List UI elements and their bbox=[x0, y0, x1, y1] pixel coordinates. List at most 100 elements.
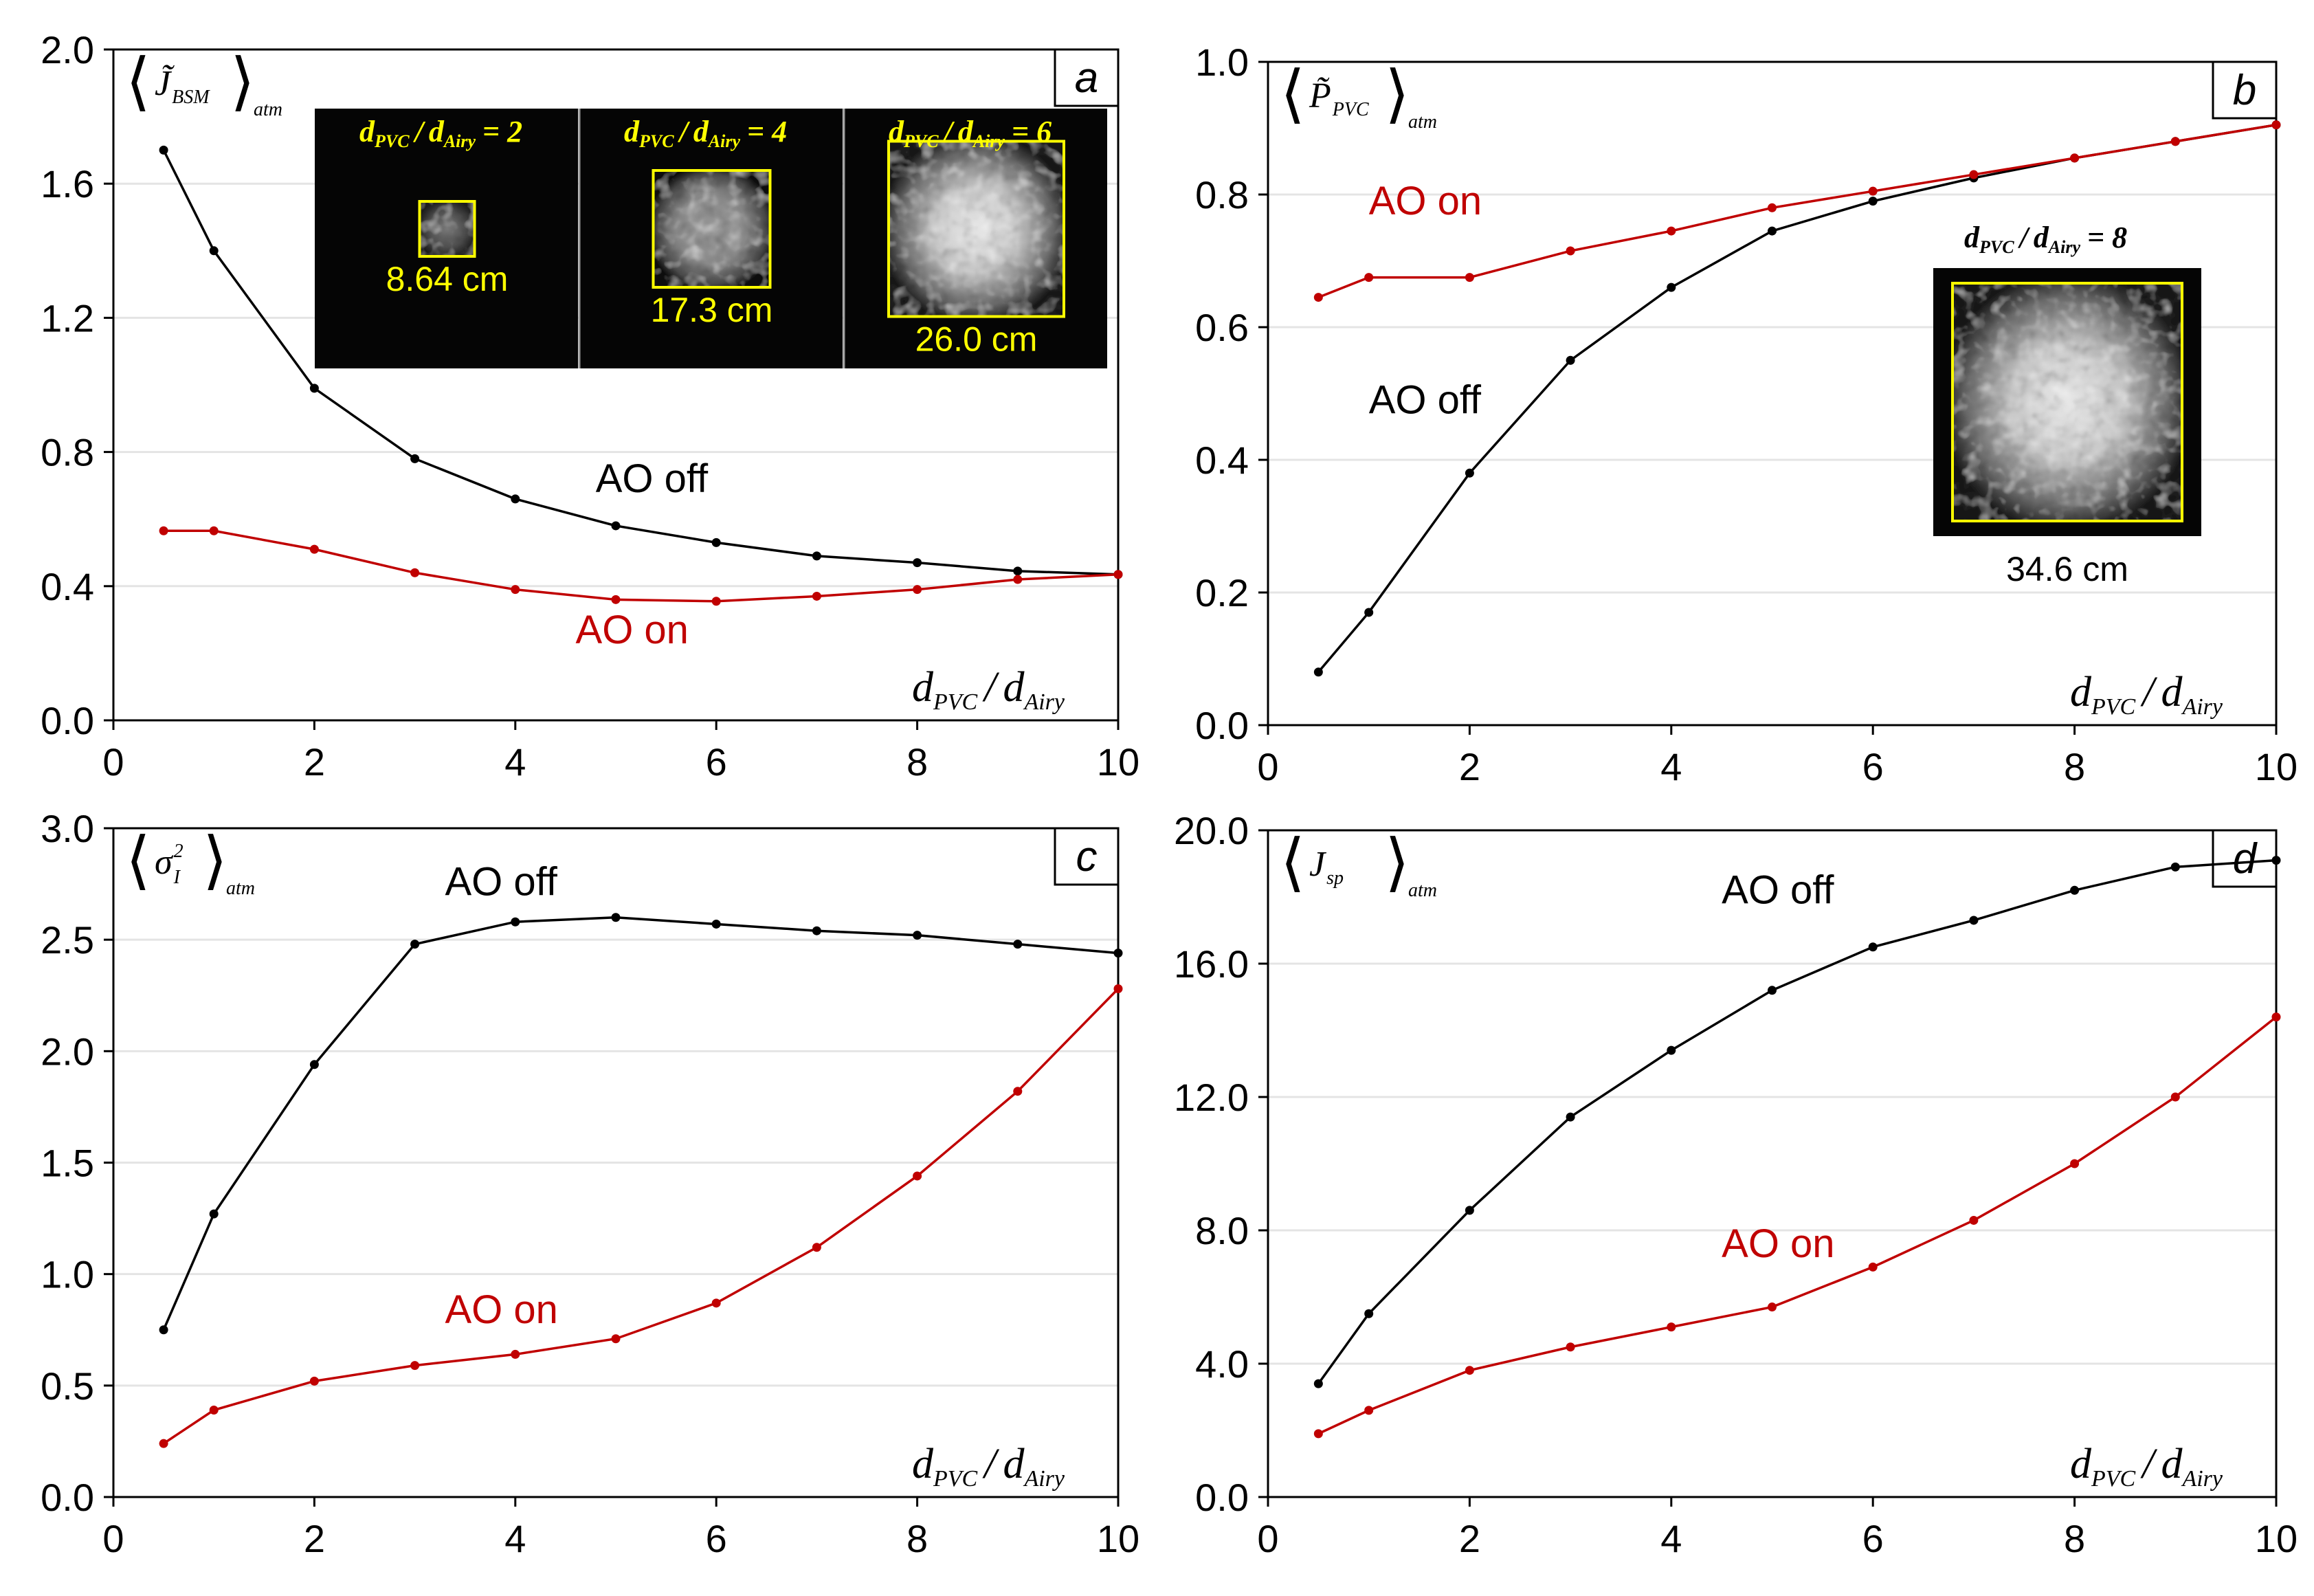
y-tick-label: 0.0 bbox=[41, 1476, 94, 1519]
panel-letter-box bbox=[1054, 827, 1120, 886]
y-tick-label: 0.4 bbox=[41, 565, 94, 608]
data-point-ao-off bbox=[159, 1325, 168, 1335]
y-axis-label-sub: sp bbox=[1326, 867, 1344, 889]
y-axis-label-sub: I bbox=[173, 867, 181, 888]
data-point-ao-off bbox=[309, 1060, 319, 1069]
inset-outline bbox=[1951, 282, 2183, 522]
y-tick-label: 1.6 bbox=[41, 162, 94, 206]
inset-image: dPVC / dAiry = 28.64 cm bbox=[315, 109, 578, 368]
series-line-ao-off bbox=[162, 916, 1119, 1331]
y-axis-label-text: P̃PVC bbox=[1309, 76, 1369, 120]
y-tick-label: 0.0 bbox=[1195, 1476, 1249, 1519]
panel-letter-box bbox=[2212, 60, 2278, 120]
data-point-ao-off bbox=[812, 551, 821, 561]
y-axis-label-avg-sub: atm bbox=[1408, 111, 1437, 133]
inset-image: dPVC / dAiry = 834.6 cm bbox=[1933, 221, 2201, 588]
data-point-ao-on bbox=[209, 1406, 219, 1415]
x-tick-label: 0 bbox=[1257, 1517, 1278, 1560]
y-tick-label: 1.5 bbox=[41, 1142, 94, 1185]
x-tick-label: 6 bbox=[1862, 745, 1884, 788]
data-point-ao-on bbox=[1768, 1303, 1777, 1312]
x-axis-label-var: d bbox=[2070, 1441, 2092, 1487]
data-point-ao-off bbox=[511, 917, 520, 927]
y-tick-label: 20.0 bbox=[1174, 809, 1249, 852]
data-point-ao-on bbox=[1465, 1366, 1474, 1375]
x-tick-label: 6 bbox=[706, 740, 727, 784]
y-axis-label-text: σ2 I bbox=[155, 841, 183, 888]
series-label-ao-off: AO off bbox=[445, 859, 557, 904]
y-tick-label: 0.8 bbox=[41, 431, 94, 474]
inset-outline bbox=[652, 169, 772, 289]
y-tick-label: 2.5 bbox=[41, 918, 94, 962]
inset-ratio-eq: = 6 bbox=[1012, 115, 1052, 148]
data-point-ao-on bbox=[2070, 1159, 2080, 1168]
series-label-ao-on: AO on bbox=[1722, 1221, 1834, 1266]
plot-frame bbox=[1267, 60, 2278, 727]
data-point-ao-on bbox=[2170, 1092, 2180, 1102]
inset-images: dPVC / dAiry = 28.64 cm dPVC / dAiry = 4 17.3 cm… bbox=[315, 109, 1107, 368]
panel-letter: c bbox=[1054, 827, 1120, 886]
inset-ratio-sub: Airy bbox=[707, 131, 741, 151]
inset-ratio-label: dPVC / dAiry = 2 bbox=[359, 115, 522, 151]
x-axis-label-sep: / bbox=[982, 1441, 999, 1487]
plot-frame bbox=[112, 48, 1120, 722]
y-axis-label-bracket: ⟩ bbox=[1385, 825, 1410, 899]
inset-size-label: 17.3 cm bbox=[651, 291, 773, 329]
data-point-ao-on bbox=[2271, 120, 2281, 130]
y-axis-label-var: σ bbox=[155, 843, 174, 882]
x-tick-label: 4 bbox=[504, 740, 526, 784]
y-axis-label: ⟨ σ2 I ⟩atm bbox=[126, 823, 255, 899]
data-point-ao-on bbox=[913, 1171, 922, 1181]
data-point-ao-on bbox=[1868, 1262, 1878, 1272]
data-point-ao-off bbox=[1667, 1045, 1676, 1055]
data-point-ao-off bbox=[1667, 282, 1676, 292]
y-axis-label-bracket: ⟩ bbox=[203, 823, 227, 897]
x-axis-label-sub: Airy bbox=[1023, 689, 1065, 715]
y-tick-label: 2.0 bbox=[41, 1030, 94, 1073]
data-point-ao-off bbox=[1013, 566, 1023, 576]
inset-ratio-label: dPVC / dAiry = 4 bbox=[624, 115, 787, 151]
y-tick-label: 1.2 bbox=[41, 296, 94, 340]
x-axis-label-var: d bbox=[1003, 1441, 1025, 1487]
x-axis-label-sep: / bbox=[2140, 1441, 2157, 1487]
y-axis-label-avg-sub: atm bbox=[1408, 880, 1437, 901]
y-axis-label-var: P̃ bbox=[1309, 76, 1331, 115]
data-point-ao-off bbox=[1364, 608, 1374, 617]
data-point-ao-on bbox=[209, 526, 219, 535]
y-tick-label: 8.0 bbox=[1195, 1209, 1249, 1252]
inset-ratio-label: dPVC / dAiry = 8 bbox=[1964, 221, 2127, 257]
inset-ratio-sub: Airy bbox=[443, 131, 476, 151]
y-axis-label-sup: 2 bbox=[174, 841, 183, 862]
y-tick-label: 2.0 bbox=[41, 28, 94, 71]
x-tick-label: 10 bbox=[1097, 740, 1139, 784]
inset-ratio-var: d bbox=[693, 115, 709, 148]
y-axis-label-avg-sub: atm bbox=[226, 878, 255, 899]
x-axis-label-sep: / bbox=[2140, 669, 2157, 716]
y-axis-label: ⟨ Jsp ⟩atm bbox=[1280, 825, 1437, 901]
inset-ratio-sep: / bbox=[942, 115, 955, 148]
x-tick-label: 8 bbox=[2064, 745, 2085, 788]
series-line-ao-on bbox=[163, 988, 1120, 1445]
data-point-ao-off bbox=[611, 521, 621, 531]
data-point-ao-off bbox=[1465, 1206, 1474, 1215]
data-point-ao-on bbox=[1868, 186, 1878, 196]
y-axis-label: ⟨ P̃PVC ⟩atm bbox=[1280, 57, 1437, 133]
y-tick-label: 4.0 bbox=[1195, 1342, 1249, 1386]
data-point-ao-on bbox=[309, 1376, 319, 1386]
x-tick-label: 10 bbox=[2255, 745, 2298, 788]
x-tick-label: 0 bbox=[102, 740, 124, 784]
data-point-ao-off bbox=[209, 246, 219, 256]
data-point-ao-on bbox=[2070, 153, 2080, 163]
y-tick-label: 0.4 bbox=[1195, 439, 1249, 482]
y-axis-label: ⟨ J̃BSM ⟩atm bbox=[126, 45, 282, 120]
data-point-ao-on bbox=[410, 1361, 420, 1371]
data-point-ao-on bbox=[1566, 1342, 1575, 1352]
x-axis-label-sub: Airy bbox=[1023, 1466, 1065, 1492]
panel-letter-text: b bbox=[2233, 67, 2256, 114]
data-point-ao-on bbox=[159, 1439, 168, 1448]
y-tick-label: 0.0 bbox=[41, 699, 94, 742]
inset-ratio-sep: / bbox=[2018, 221, 2031, 254]
